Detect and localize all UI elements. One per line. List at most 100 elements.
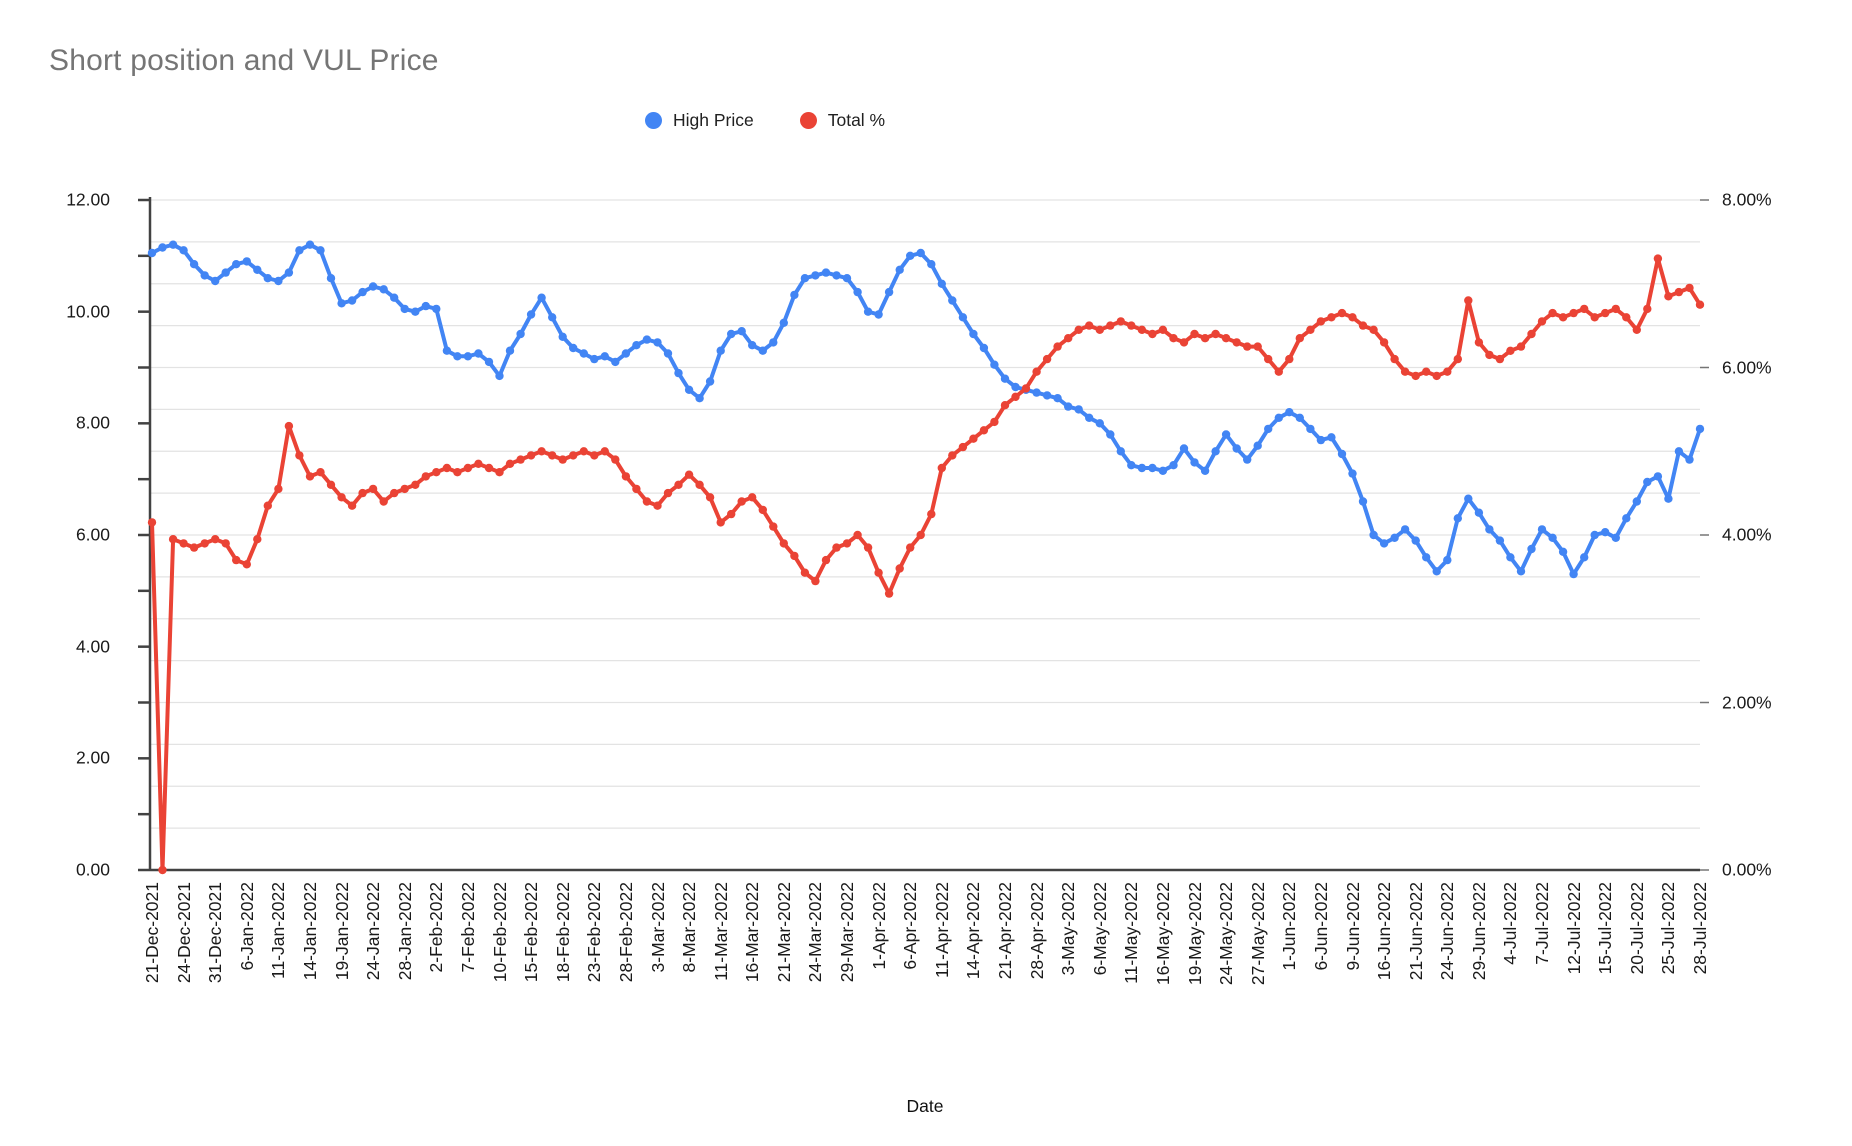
high-price-point (1358, 497, 1368, 506)
x-axis-tick-label: 21-Jun-2022 (1405, 882, 1426, 981)
high-price-point (1211, 447, 1220, 456)
total-percent-point (1537, 317, 1547, 326)
total-percent-point (505, 459, 515, 468)
high-price-point (874, 310, 883, 319)
x-axis-tick-label: 28-Jan-2022 (394, 882, 415, 981)
total-percent-point (621, 472, 631, 481)
x-axis-tick-label: 7-Jul-2022 (1532, 882, 1552, 965)
total-percent-point (221, 539, 230, 548)
total-percent-point (937, 463, 946, 473)
high-price-point (1085, 413, 1094, 422)
total-percent-point (653, 501, 662, 510)
total-percent-point (232, 555, 241, 565)
y-axis-left-tick-label: 4.00 (75, 636, 110, 657)
high-price-point (600, 352, 609, 361)
total-percent-point (495, 468, 504, 477)
total-percent-point (253, 535, 262, 544)
y-axis-right-tick-label: 4.00% (1722, 524, 1772, 545)
high-price-point (200, 271, 209, 280)
high-price-point (1053, 394, 1062, 403)
high-price-point (1622, 514, 1631, 523)
x-axis-tick-label: 8-Mar-2022 (679, 882, 700, 973)
total-percent-point (189, 543, 199, 552)
total-percent-point (1379, 338, 1389, 347)
x-axis-tick-label: 24-Jan-2022 (363, 882, 384, 981)
high-price-point (147, 248, 157, 258)
high-price-point (1580, 553, 1589, 562)
total-percent-point (1548, 308, 1557, 318)
total-percent-point (179, 539, 188, 548)
total-percent-point (400, 484, 409, 494)
high-price-point (390, 293, 399, 302)
total-percent-point (1411, 371, 1420, 381)
high-price-point (474, 349, 483, 358)
total-percent-point (948, 451, 957, 460)
high-price-point (1274, 413, 1284, 422)
high-price-point (1200, 466, 1210, 475)
x-axis-tick-label: 29-Mar-2022 (837, 882, 857, 983)
x-axis-tick-label: 24-Jun-2022 (1437, 882, 1458, 981)
total-percent-point (1137, 325, 1147, 334)
high-price-point (189, 260, 199, 269)
high-price-point (421, 301, 430, 311)
x-axis-tick-label: 9-Jun-2022 (1342, 882, 1363, 971)
total-percent-point (1632, 325, 1642, 334)
high-price-point (211, 276, 220, 286)
total-percent-point (906, 543, 915, 552)
high-price-point (337, 299, 346, 308)
legend-item-high-price[interactable]: High Price (645, 110, 754, 131)
x-axis-tick-label: 21-Dec-2021 (142, 882, 162, 984)
total-percent-point (1653, 254, 1663, 263)
high-price-point (1432, 567, 1441, 576)
high-price-point (1337, 449, 1347, 459)
high-price-point (1643, 477, 1652, 487)
x-axis-tick-label: 6-Jun-2022 (1310, 882, 1331, 971)
total-percent-point (390, 488, 399, 498)
x-axis-tick-label: 27-May-2022 (1247, 882, 1268, 986)
total-percent-point (421, 472, 430, 481)
total-percent-line (150, 256, 1702, 872)
total-percent-point (1095, 325, 1105, 334)
x-axis-tick-label: 11-Jan-2022 (268, 882, 289, 979)
high-price-point (537, 293, 546, 302)
high-price-point (653, 338, 662, 347)
legend-label-total-percent: Total % (827, 110, 886, 130)
high-price-point (958, 313, 968, 322)
high-price-point (948, 296, 957, 305)
total-percent-point (1306, 325, 1315, 334)
high-price-point (1158, 466, 1168, 475)
total-percent-point (1253, 342, 1262, 351)
x-axis-tick-label: 18-Feb-2022 (552, 882, 573, 983)
high-price-line (150, 242, 1702, 577)
total-percent-point (1211, 329, 1220, 339)
high-price-point (748, 341, 757, 350)
total-percent-point (1358, 321, 1368, 330)
legend-dot-total-percent-icon (799, 112, 817, 129)
high-price-point (716, 346, 725, 355)
total-percent-point (769, 522, 778, 531)
x-axis-tick-label: 16-Mar-2022 (742, 882, 763, 983)
total-percent-point (442, 463, 452, 473)
high-price-point (927, 260, 936, 269)
high-price-point (400, 304, 409, 314)
high-price-point (253, 265, 262, 274)
high-price-point (358, 287, 367, 297)
x-axis-tick-label: 6-Jan-2022 (236, 882, 257, 971)
x-axis-tick-label: 15-Feb-2022 (521, 882, 542, 983)
total-percent-point (716, 518, 725, 527)
x-axis-tick-label: 20-Jul-2022 (1626, 882, 1647, 975)
high-price-point (1453, 514, 1463, 523)
total-percent-point (284, 421, 294, 431)
legend-item-total-percent[interactable]: Total % (799, 110, 886, 131)
total-percent-point (1106, 321, 1115, 330)
total-percent-point (958, 442, 968, 452)
x-axis-tick-label: 6-Apr-2022 (900, 882, 921, 970)
high-price-point (432, 304, 441, 314)
x-axis-tick-label: 10-Feb-2022 (489, 882, 510, 983)
total-percent-point (1011, 392, 1020, 401)
total-percent-point (1116, 317, 1126, 326)
total-percent-point (1422, 367, 1431, 376)
high-price-point (884, 287, 894, 297)
high-price-point (1285, 408, 1294, 417)
x-axis-tick-label: 23-Feb-2022 (584, 882, 605, 983)
